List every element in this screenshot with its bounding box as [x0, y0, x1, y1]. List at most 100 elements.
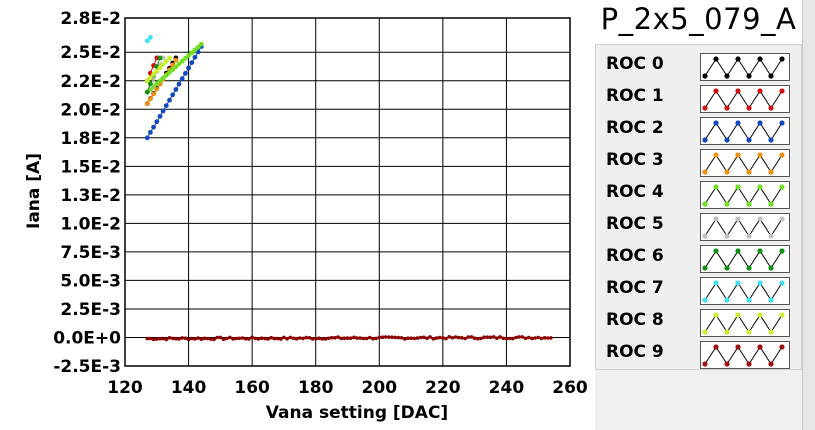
legend-swatch-marker — [746, 169, 752, 175]
series-2 — [144, 44, 204, 141]
y-tick-label: 2.5E-3 — [60, 300, 121, 320]
data-point — [520, 335, 525, 339]
data-point — [361, 336, 366, 341]
legend-swatch-line — [704, 218, 783, 237]
data-point — [495, 336, 499, 341]
legend-swatch-graphic — [702, 88, 785, 111]
legend-swatch-line — [704, 346, 783, 365]
data-point — [164, 337, 169, 342]
data-point — [526, 335, 531, 340]
legend-swatch-marker — [702, 73, 708, 79]
data-point — [160, 62, 166, 67]
data-point — [183, 71, 188, 76]
data-point — [186, 65, 192, 71]
legend-swatch-line — [704, 122, 783, 141]
legend-item: ROC 4 — [596, 177, 801, 209]
data-point — [215, 335, 219, 340]
data-point — [173, 57, 179, 63]
data-point — [144, 38, 150, 44]
data-point — [259, 336, 264, 341]
data-point — [170, 67, 176, 72]
legend-swatch — [700, 309, 790, 337]
data-point — [476, 336, 480, 341]
data-point — [234, 336, 239, 341]
data-point — [348, 336, 353, 341]
legend-swatch-graphic — [702, 312, 785, 335]
legend-swatch-line — [704, 154, 783, 173]
legend-swatch-marker — [724, 105, 730, 111]
data-point — [383, 335, 388, 339]
data-point — [174, 336, 178, 341]
data-layer — [144, 35, 553, 342]
data-point — [157, 113, 163, 119]
data-point — [221, 337, 226, 342]
legend-swatch-marker — [713, 184, 719, 190]
data-point — [371, 336, 375, 341]
y-tick-label: 5.0E-3 — [60, 271, 121, 291]
data-point — [199, 337, 204, 342]
data-point — [269, 335, 274, 340]
legend-label: ROC 5 — [606, 214, 664, 234]
data-point — [177, 337, 181, 341]
data-point — [485, 335, 490, 340]
legend-swatch-marker — [757, 280, 763, 286]
legend-swatch-marker — [735, 152, 741, 158]
data-point — [170, 336, 175, 341]
data-point — [539, 336, 544, 341]
data-point — [294, 336, 299, 341]
data-point — [450, 336, 455, 340]
data-point — [192, 54, 198, 60]
legend-item: ROC 6 — [596, 241, 801, 273]
legend-swatch-line — [704, 250, 783, 269]
data-point — [228, 335, 232, 340]
bottom-blank-area — [595, 370, 802, 430]
data-point — [425, 336, 429, 341]
legend-swatch-marker — [779, 344, 785, 350]
legend-swatch-graphic — [702, 248, 785, 271]
y-tick-label: 1.3E-2 — [60, 186, 121, 206]
data-point — [310, 337, 315, 341]
legend-swatch-graphic — [702, 216, 785, 239]
data-point — [179, 76, 185, 82]
data-point — [160, 75, 166, 81]
data-point — [472, 336, 477, 341]
legend-swatch-marker — [746, 105, 752, 111]
data-point — [163, 72, 169, 78]
legend-swatch-marker — [768, 329, 774, 335]
legend-swatch-marker — [757, 312, 763, 318]
legend-swatch-marker — [746, 297, 752, 303]
data-point — [151, 91, 157, 97]
data-point — [144, 89, 150, 95]
legend-swatch-marker — [702, 329, 708, 335]
data-point — [202, 336, 207, 341]
data-point — [387, 335, 391, 339]
legend-swatch-marker — [702, 265, 708, 271]
data-point — [418, 335, 423, 340]
legend-swatch — [700, 245, 790, 273]
legend-swatch — [700, 181, 790, 209]
data-point — [501, 336, 506, 341]
legend-swatch-marker — [713, 88, 719, 94]
legend-swatch-marker — [746, 329, 752, 335]
legend-swatch-marker — [724, 137, 730, 143]
y-tick-label: 2.0E-2 — [60, 100, 121, 120]
data-point — [161, 336, 165, 341]
data-point — [158, 336, 162, 341]
data-point — [170, 92, 176, 98]
legend-swatch-marker — [724, 329, 730, 335]
data-point — [402, 337, 407, 341]
data-point — [368, 335, 372, 340]
legend-swatch-marker — [713, 216, 719, 222]
legend-swatch-marker — [746, 233, 752, 239]
data-point — [237, 336, 242, 341]
legend-swatch-marker — [724, 297, 730, 303]
data-point — [542, 336, 547, 340]
legend-swatch-marker — [735, 56, 741, 62]
data-point — [176, 81, 182, 87]
data-point — [364, 336, 369, 341]
data-point — [186, 337, 191, 342]
data-point — [144, 78, 150, 84]
data-point — [163, 103, 169, 108]
legend-swatch-marker — [768, 233, 774, 239]
data-point — [355, 336, 359, 340]
